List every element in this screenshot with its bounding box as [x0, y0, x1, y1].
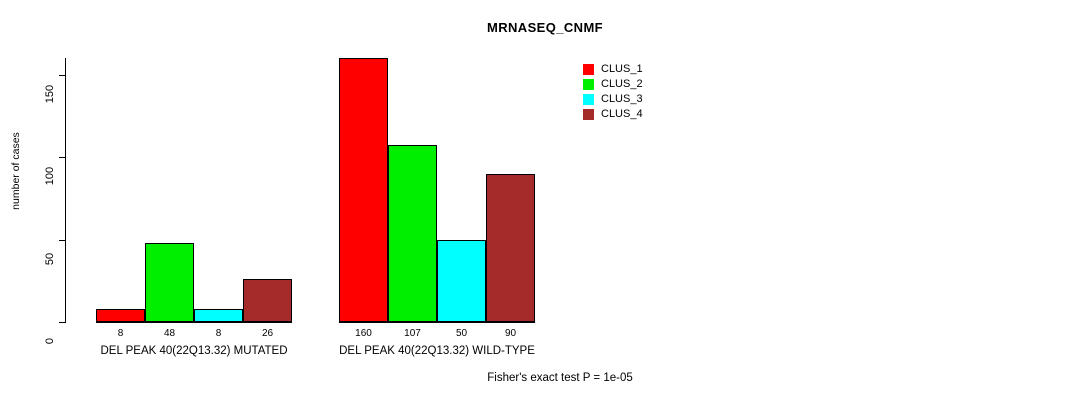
y-axis-line	[65, 58, 66, 323]
legend-label: CLUS_3	[601, 92, 643, 105]
legend-swatch-icon	[583, 93, 594, 105]
y-axis-tick	[59, 74, 66, 76]
page-title: MRNASEQ_CNMF	[0, 20, 1090, 35]
bar-value-label: 8	[215, 328, 222, 339]
legend-swatch-icon	[583, 108, 594, 120]
x-axis-baseline	[339, 322, 535, 323]
legend-swatch-icon	[583, 78, 594, 90]
bar-value-label: 26	[261, 328, 274, 339]
y-axis-tick-label: 50	[44, 252, 56, 265]
legend-label: CLUS_4	[601, 107, 643, 120]
bar-value-label: 8	[117, 328, 124, 339]
bar-value-label: 50	[455, 328, 468, 339]
legend-item: CLUS_3	[583, 92, 643, 106]
y-axis-tick	[59, 239, 66, 241]
bar-clus_2	[145, 242, 194, 322]
chart-title-text: MRNASEQ_CNMF	[486, 20, 604, 35]
x-axis-baseline	[96, 322, 292, 323]
bar-clus_1	[339, 58, 388, 322]
y-axis-tick-label: 100	[44, 166, 56, 186]
legend: CLUS_1 CLUS_2 CLUS_3 CLUS_4	[583, 62, 643, 122]
legend-swatch-icon	[583, 63, 594, 75]
y-axis-label: number of cases	[10, 132, 22, 210]
bar-clus_3	[437, 239, 486, 322]
y-axis-tick	[59, 322, 66, 323]
group-label: DEL PEAK 40(22Q13.32) WILD-TYPE	[339, 345, 535, 357]
bar-clus_3	[194, 308, 243, 322]
statistical-annotation: Fisher's exact test P = 1e-05	[487, 372, 633, 384]
y-axis-tick-label: 150	[44, 84, 56, 103]
bar-clus_1	[96, 308, 145, 322]
legend-item: CLUS_4	[583, 107, 643, 121]
legend-label: CLUS_1	[601, 62, 643, 75]
bar-clus_2	[388, 145, 437, 322]
bar-clus_4	[486, 173, 535, 322]
bar-value-label: 107	[404, 328, 421, 339]
legend-item: CLUS_1	[583, 62, 643, 76]
legend-item: CLUS_2	[583, 77, 643, 91]
bar-value-label: 160	[355, 328, 372, 339]
group-label: DEL PEAK 40(22Q13.32) MUTATED	[100, 345, 288, 357]
bar-clus_4	[243, 279, 292, 322]
y-axis-tick	[59, 157, 66, 158]
bar-value-label: 90	[504, 328, 517, 339]
bar-value-label: 48	[163, 328, 176, 339]
legend-label: CLUS_2	[601, 77, 643, 90]
